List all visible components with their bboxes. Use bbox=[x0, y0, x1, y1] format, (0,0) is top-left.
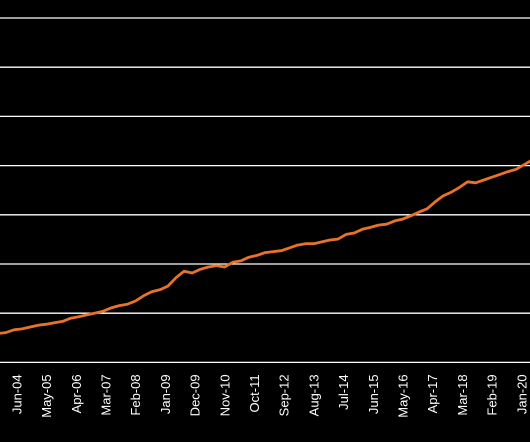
x-tick-label: Apr-06 bbox=[69, 374, 84, 413]
x-tick-label: Oct-11 bbox=[247, 374, 262, 412]
series-layer bbox=[0, 159, 530, 335]
x-tick-label: Mar-07 bbox=[99, 374, 114, 415]
x-tick-label: Nov-10 bbox=[217, 374, 232, 416]
x-tick-label: Jun-15 bbox=[366, 374, 381, 414]
x-tick-label: Feb-08 bbox=[128, 374, 143, 415]
x-axis-tick-labels: Jun-04 May-05 Apr-06 Mar-07 Feb-08 Jan-09 Dec-… bbox=[9, 374, 529, 417]
x-tick-label: Apr-17 bbox=[425, 374, 440, 413]
x-tick-label: May-16 bbox=[396, 374, 411, 417]
x-tick-label: Jan-20 bbox=[514, 374, 529, 414]
x-tick-label: Mar-18 bbox=[455, 374, 470, 415]
x-tick-label: Dec-09 bbox=[188, 374, 203, 416]
x-tick-label: Sep-12 bbox=[277, 374, 292, 416]
x-tick-label: Jun-04 bbox=[9, 374, 24, 414]
x-tick-label: Jan-09 bbox=[158, 374, 173, 414]
x-tick-label: Feb-19 bbox=[485, 374, 500, 415]
x-tick-label: Jul-14 bbox=[336, 374, 351, 409]
gridlines bbox=[0, 17, 530, 364]
x-tick-label: May-05 bbox=[39, 374, 54, 417]
x-tick-label: Aug-13 bbox=[306, 374, 321, 416]
series-line bbox=[0, 159, 530, 335]
